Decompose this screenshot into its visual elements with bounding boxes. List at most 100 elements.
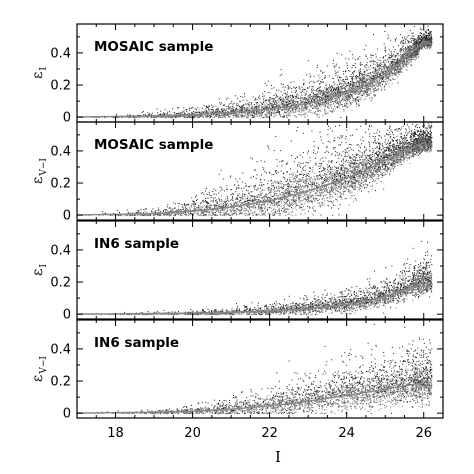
scatter-point (292, 104, 294, 106)
scatter-point (390, 51, 392, 52)
scatter-point (176, 115, 178, 117)
scatter-point (423, 42, 425, 44)
scatter-point (291, 100, 293, 102)
scatter-point (431, 43, 433, 45)
scatter-point (207, 107, 209, 109)
scatter-point (365, 54, 367, 56)
scatter-point (363, 49, 365, 51)
scatter-point (331, 91, 333, 93)
scatter-point (404, 59, 406, 61)
scatter-point (230, 102, 232, 104)
scatter-point (385, 78, 387, 80)
scatter-point (417, 45, 419, 47)
scatter-point (343, 106, 345, 107)
scatter-point (308, 86, 310, 88)
scatter-point (395, 61, 397, 63)
scatter-point (380, 77, 382, 79)
scatter-point (273, 100, 275, 102)
scatter-point (348, 97, 350, 99)
scatter-point (385, 74, 387, 76)
scatter-point (335, 108, 337, 110)
scatter-point (251, 102, 253, 104)
scatter-point (336, 99, 338, 101)
scatter-point (405, 63, 407, 64)
scatter-point (224, 114, 226, 116)
scatter-point (347, 93, 349, 95)
scatter-point (268, 111, 270, 113)
scatter-point (358, 80, 360, 82)
scatter-points (82, 25, 433, 119)
scatter-point (403, 60, 405, 62)
scatter-point (372, 67, 374, 68)
scatter-point (343, 108, 345, 110)
scatter-point (285, 113, 287, 115)
scatter-point (327, 95, 329, 97)
scatter-point (331, 98, 333, 100)
scatter-point (362, 77, 364, 79)
scatter-point (317, 110, 319, 112)
scatter-point (359, 105, 360, 107)
scatter-point (176, 116, 178, 118)
scatter-point (368, 77, 370, 79)
scatter-point (223, 104, 225, 106)
scatter-point (393, 53, 394, 55)
scatter-point (266, 106, 268, 108)
scatter-point (284, 112, 286, 114)
scatter-point (350, 88, 352, 90)
scatter-point (394, 39, 396, 40)
scatter-point (331, 90, 333, 92)
scatter-point (327, 101, 329, 103)
scatter-point (357, 57, 359, 59)
scatter-point (311, 107, 313, 109)
scatter-point (340, 77, 342, 78)
scatter-point (246, 112, 248, 114)
scatter-point (216, 111, 218, 113)
scatter-point (377, 79, 379, 81)
scatter-point (197, 112, 199, 114)
scatter-point (393, 79, 395, 80)
scatter-point (218, 114, 220, 116)
scatter-point (370, 84, 372, 86)
scatter-point (343, 80, 345, 82)
scatter-point (344, 89, 346, 91)
scatter-point (304, 99, 305, 100)
scatter-point (382, 57, 384, 59)
scatter-point (410, 51, 412, 53)
scatter-point (360, 89, 362, 91)
scatter-point (283, 107, 285, 109)
scatter-point (391, 72, 393, 73)
scatter-point (369, 97, 370, 99)
scatter-point (268, 116, 270, 118)
scatter-point (270, 105, 272, 107)
scatter-point (351, 83, 353, 85)
scatter-point (347, 98, 349, 100)
scatter-point (385, 81, 387, 83)
scatter-point (277, 108, 279, 110)
scatter-point (206, 106, 207, 108)
scatter-point (241, 105, 243, 107)
scatter-point (325, 96, 327, 98)
scatter-point (289, 97, 291, 99)
scatter-point (370, 61, 372, 63)
scatter-point (407, 60, 409, 62)
scatter-point (329, 105, 331, 107)
scatter-point (425, 45, 427, 47)
scatter-point (272, 98, 274, 100)
scatter-point (171, 115, 172, 117)
scatter-point (132, 117, 134, 118)
scatter-point (289, 112, 291, 114)
scatter-point (337, 71, 339, 73)
scatter-point (173, 116, 175, 118)
scatter-point (426, 37, 428, 39)
scatter-point (284, 104, 286, 105)
scatter-point (278, 89, 280, 91)
scatter-point (391, 62, 392, 64)
scatter-point (339, 90, 340, 92)
scatter-point (379, 65, 381, 67)
scatter-point (395, 69, 397, 71)
scatter-point (414, 41, 416, 43)
scatter-point (286, 109, 288, 111)
scatter-point (335, 92, 337, 94)
scatter-point (324, 93, 326, 95)
scatter-point (150, 114, 152, 116)
